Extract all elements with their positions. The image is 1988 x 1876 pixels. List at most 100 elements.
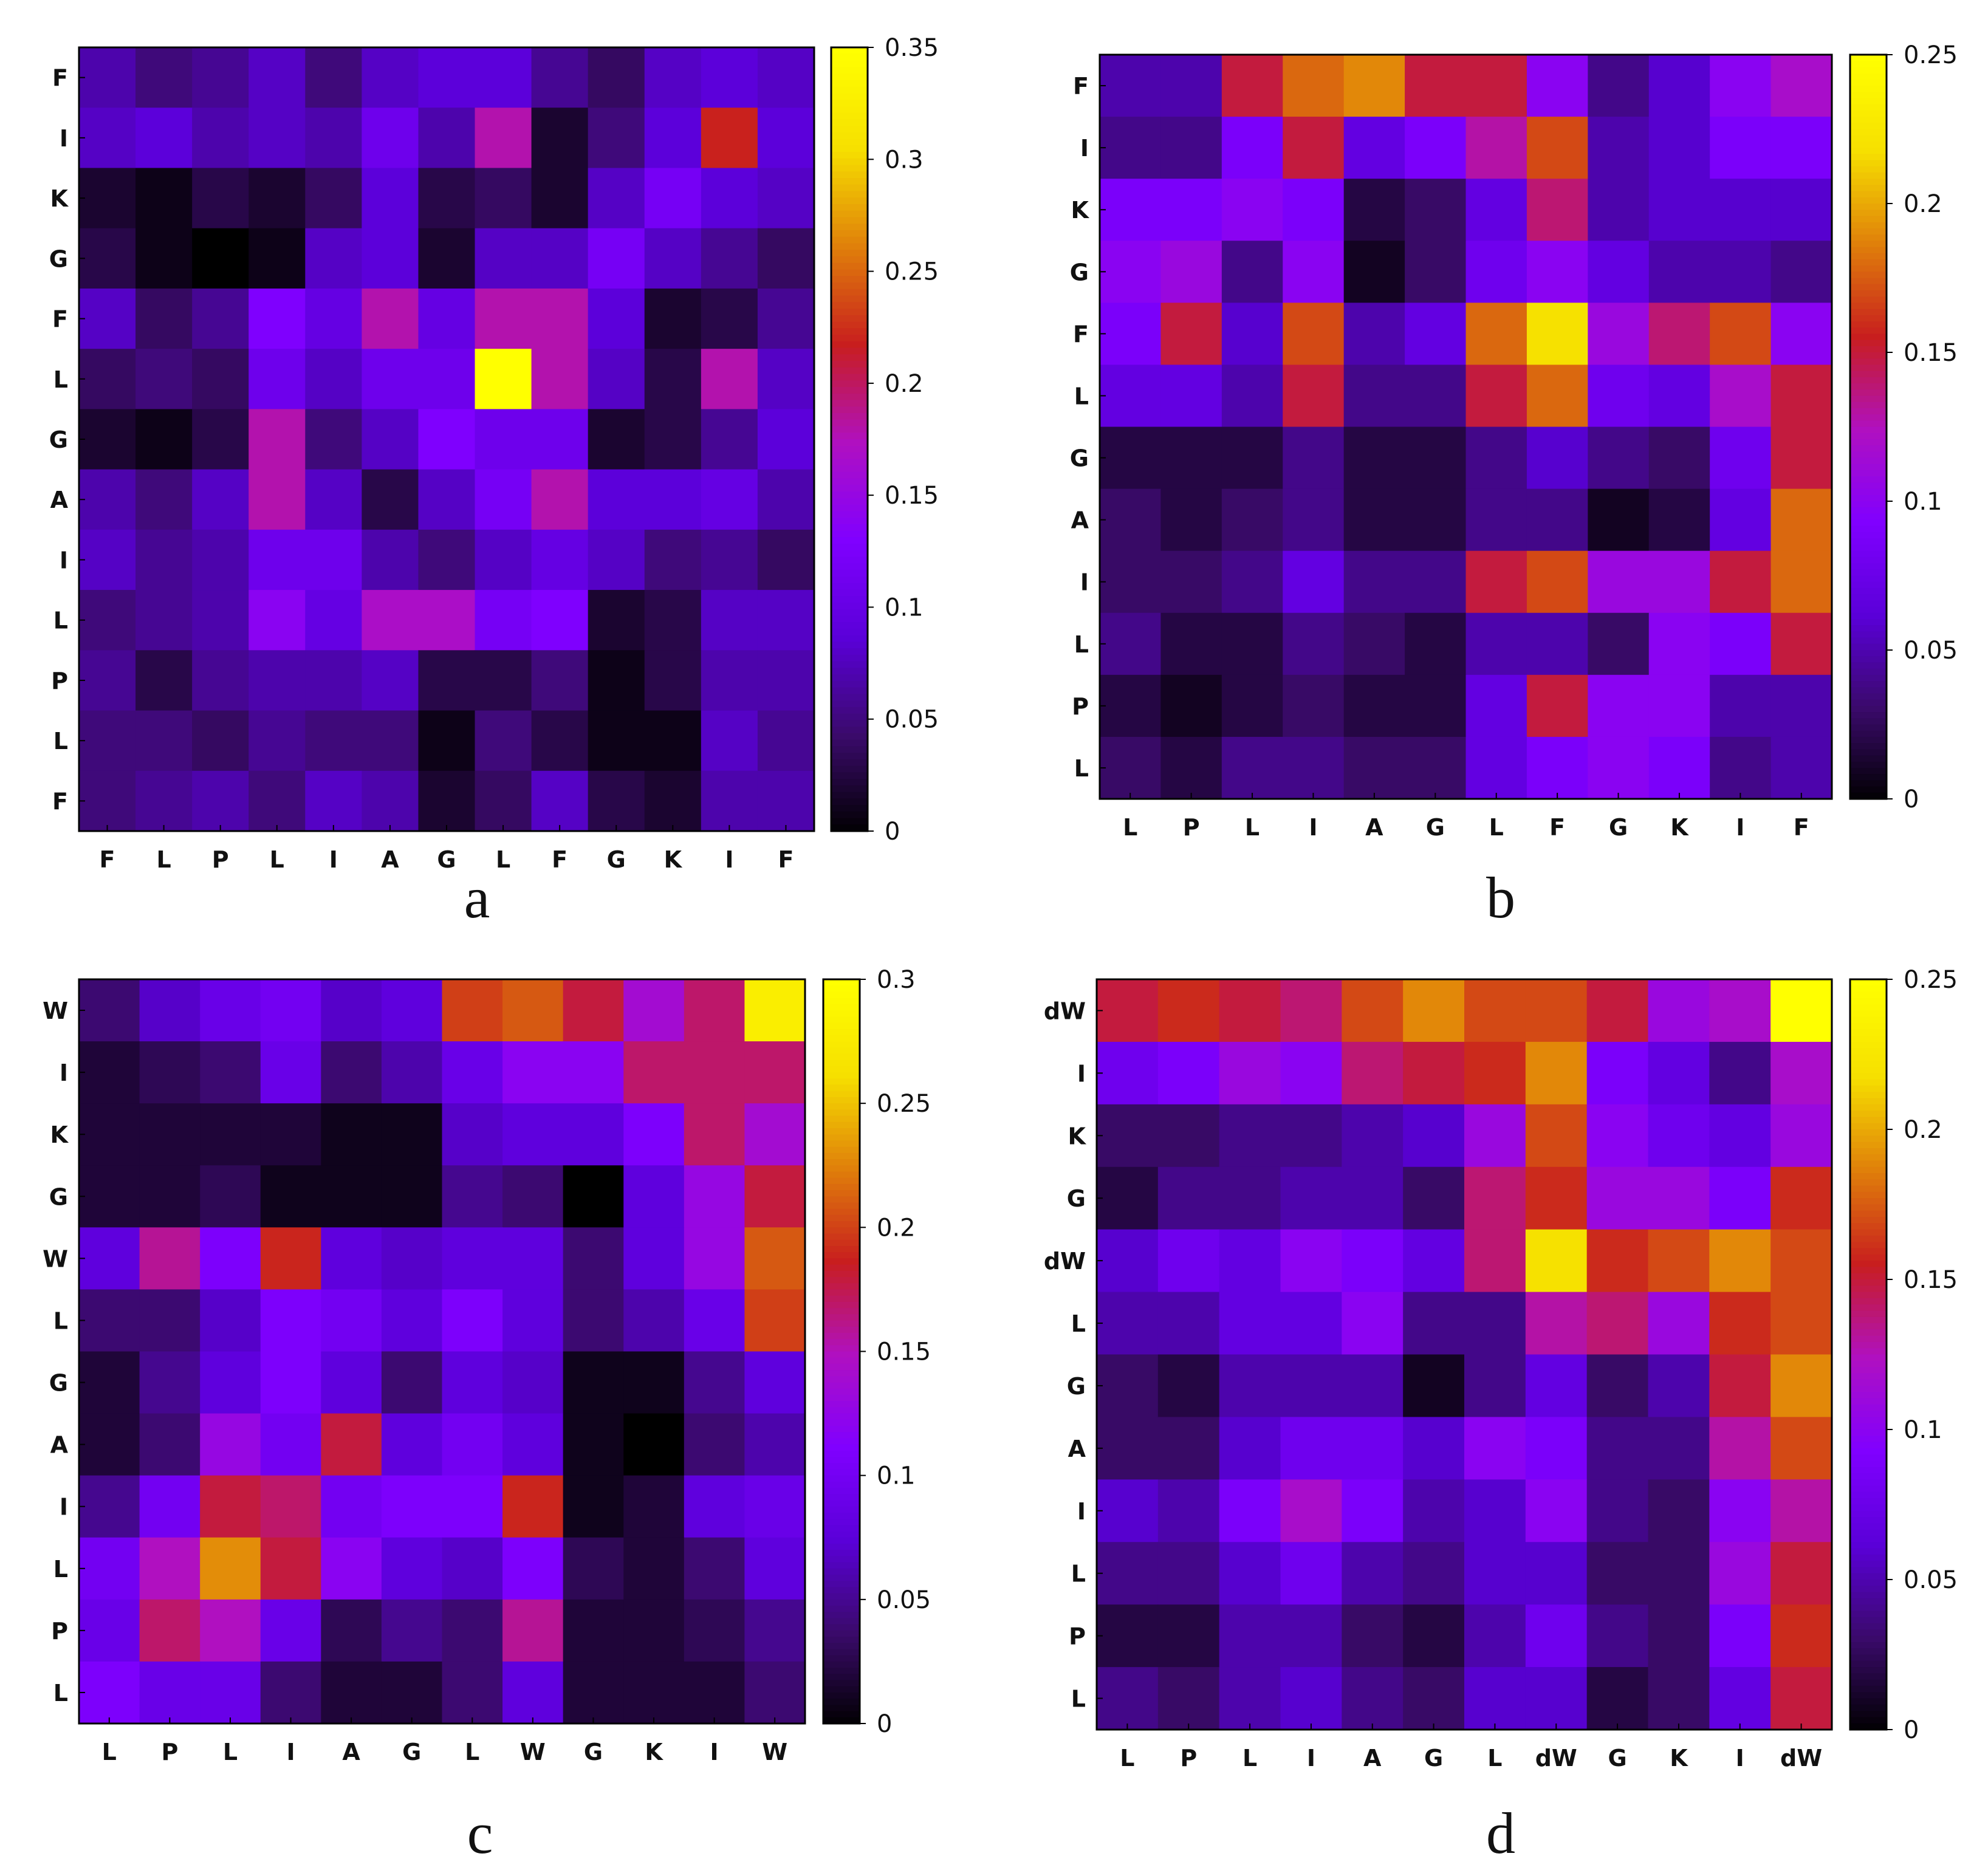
heatmap-cell (1100, 303, 1162, 366)
heatmap-cell (135, 710, 193, 772)
heatmap-cell (1405, 303, 1467, 366)
colorbar-segment (823, 1388, 860, 1395)
heatmap-cell (192, 108, 249, 169)
heatmap-cell (305, 168, 362, 229)
heatmap-cell (757, 349, 815, 409)
colorbar-segment (823, 1643, 860, 1650)
heatmap-cell (1280, 1604, 1342, 1668)
heatmap-cell (1100, 674, 1162, 738)
colorbar-segment (823, 1593, 860, 1600)
colorbar-segment (1850, 1217, 1887, 1224)
colorbar-segment (823, 1029, 860, 1036)
colorbar-segment (1850, 284, 1887, 291)
colorbar-segment (823, 1159, 860, 1166)
colorbar-segment (831, 276, 868, 283)
heatmap-cell (1709, 1104, 1771, 1168)
x-tick-label: K (1670, 1745, 1688, 1772)
colorbar-segment (831, 380, 868, 388)
colorbar-segment (1850, 1123, 1887, 1130)
heatmap-cell (249, 590, 306, 651)
heatmap-cell (1221, 117, 1283, 179)
heatmap-cell (135, 108, 193, 169)
heatmap-cell (139, 1103, 201, 1166)
colorbar-segment (823, 1177, 860, 1185)
heatmap-cell (1709, 1417, 1771, 1480)
colorbar-segment (1850, 1142, 1887, 1149)
colorbar-segment (823, 1432, 860, 1439)
colorbar-segment (823, 1370, 860, 1377)
heatmap-cell (757, 650, 815, 711)
heatmap-cell (418, 108, 476, 169)
heatmap-cell (1342, 1354, 1404, 1418)
heatmap-cell (1097, 1041, 1159, 1105)
heatmap-cell (1157, 1292, 1220, 1355)
heatmap-cell (1403, 979, 1465, 1042)
heatmap-cell (79, 409, 136, 470)
heatmap-cell (418, 650, 476, 711)
heatmap-cell (1100, 612, 1162, 676)
colorbar-segment (1850, 55, 1887, 62)
heatmap-cell (321, 1413, 382, 1476)
colorbar-segment (1850, 656, 1887, 663)
heatmap-cell (135, 288, 193, 349)
colorbar-tick-label: 0.25 (877, 1090, 931, 1118)
x-tick-label: P (212, 846, 229, 873)
colorbar-frame (1849, 978, 1888, 1731)
heatmap-cell (249, 710, 306, 772)
heatmap-cell (701, 108, 758, 169)
heatmap-cell (249, 770, 306, 832)
colorbar-segment (831, 191, 868, 199)
heatmap-cell (701, 710, 758, 772)
heatmap-cell (1343, 550, 1405, 614)
colorbar-tick-label: 0.35 (885, 34, 939, 62)
colorbar-segment (1850, 241, 1887, 248)
y-tick-label: G (1067, 1373, 1086, 1400)
colorbar-segment (1850, 606, 1887, 614)
heatmap-cell (442, 1661, 503, 1724)
heatmap-cell (1710, 488, 1772, 552)
colorbar-tick-label: 0.3 (877, 966, 916, 994)
colorbar-segment (1850, 1573, 1887, 1580)
heatmap-cell (1465, 674, 1527, 738)
colorbar-segment (823, 1227, 860, 1234)
heatmap-cell (1160, 55, 1222, 117)
heatmap-cell (1586, 979, 1649, 1042)
colorbar-segment (823, 1277, 860, 1284)
colorbar-segment (831, 713, 868, 721)
heatmap-cell (1405, 612, 1467, 676)
colorbar-segment (1850, 1235, 1887, 1243)
plot-frame (1095, 978, 1833, 1731)
colorbar-segment (823, 1314, 860, 1321)
colorbar-segment (1850, 1392, 1887, 1399)
colorbar-segment (823, 1208, 860, 1216)
colorbar-segment (1850, 1016, 1887, 1024)
colorbar-segment (831, 720, 868, 727)
heatmap-cell (623, 1475, 685, 1538)
colorbar-segment (823, 1481, 860, 1488)
heatmap-cell (1709, 1229, 1771, 1293)
colorbar-segment (823, 1426, 860, 1433)
heatmap-cell (1342, 1479, 1404, 1542)
heatmap-cell (1157, 979, 1220, 1042)
heatmap-cell (1160, 365, 1222, 428)
heatmap-cell (623, 1041, 685, 1104)
heatmap-cell (79, 288, 136, 349)
heatmap-cell (563, 1165, 624, 1228)
heatmap-cell (531, 47, 589, 108)
heatmap-cell (684, 1289, 746, 1352)
heatmap-cell (531, 349, 589, 409)
colorbar-segment (823, 1097, 860, 1104)
colorbar-segment (1850, 1104, 1887, 1111)
y-tick-label: F (52, 306, 68, 333)
heatmap-cell (502, 1165, 564, 1228)
heatmap-cell (1770, 117, 1832, 179)
heatmap-cell (381, 979, 443, 1042)
colorbar-segment (1850, 581, 1887, 589)
colorbar-segment (831, 570, 868, 577)
heatmap-cell (1648, 426, 1710, 490)
heatmap-cell (1221, 736, 1283, 799)
heatmap-cell (1160, 674, 1222, 738)
heatmap-cell (757, 590, 815, 651)
heatmap-cell (588, 47, 645, 108)
colorbar-segment (831, 256, 868, 264)
